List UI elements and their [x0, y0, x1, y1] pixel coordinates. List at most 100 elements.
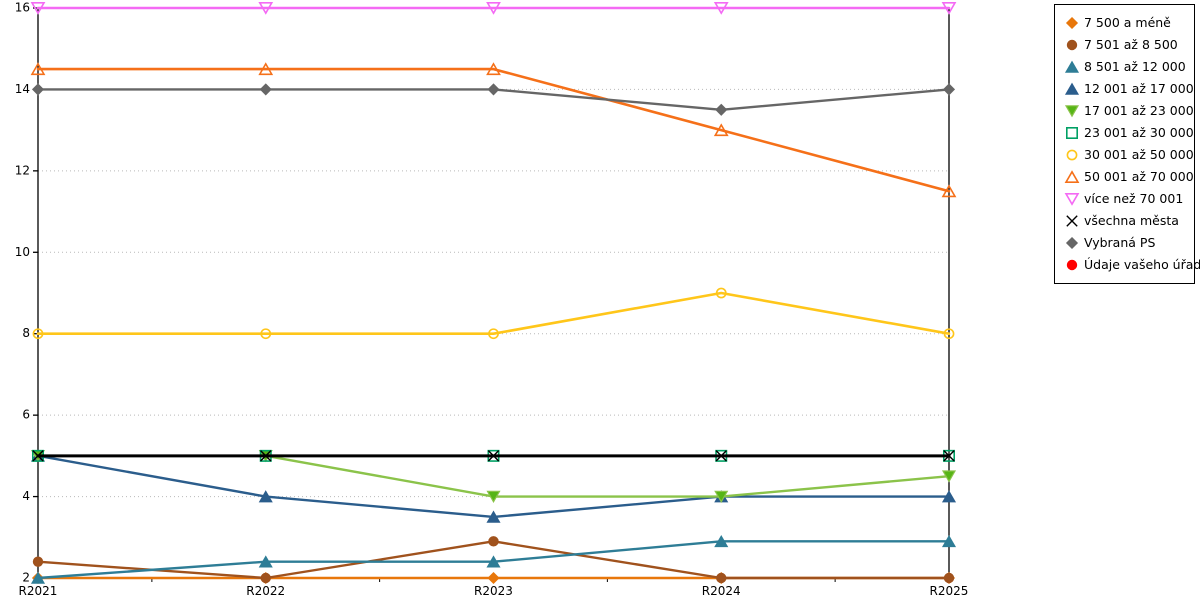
data-point-marker: [713, 1, 729, 15]
legend-swatch: [1062, 79, 1082, 99]
data-point-marker: [1064, 170, 1080, 183]
legend-swatch: [1062, 255, 1082, 275]
x-marker: [943, 450, 955, 462]
legend-marker-icon: [1064, 193, 1080, 206]
circle-marker: [488, 536, 499, 547]
data-point-marker: [30, 1, 46, 15]
legend-item[interactable]: 17 001 až 23 000: [1062, 100, 1194, 122]
data-point-marker: [1064, 82, 1080, 95]
legend-swatch: [1062, 123, 1082, 143]
x-tick-label: R2021: [19, 584, 58, 598]
circle-marker: [943, 572, 955, 584]
chart-legend: 7 500 a méně 7 501 až 8 500 8 501 až 12 00…: [1054, 4, 1200, 284]
y-tick-label: 6: [22, 408, 30, 422]
triangle-up-marker: [258, 490, 273, 503]
data-point-marker: [1066, 127, 1078, 139]
x-marker: [715, 450, 727, 462]
triangle-up-marker: [713, 123, 729, 137]
legend-item[interactable]: Údaje vašeho úřadu: [1062, 254, 1200, 276]
y-tick-label: 4: [22, 489, 30, 503]
data-point-marker: [486, 510, 501, 523]
data-point-marker: [715, 287, 727, 299]
data-point-marker: [258, 1, 274, 15]
legend-marker-icon: [1066, 39, 1078, 51]
triangle-up-marker: [486, 510, 501, 523]
legend-item-label: Vybraná PS: [1084, 234, 1156, 250]
legend-swatch: [1062, 233, 1082, 253]
circle-marker: [943, 328, 955, 340]
legend-marker-icon: [1064, 170, 1080, 183]
x-tick-label: R2022: [246, 584, 285, 598]
circle-marker: [32, 328, 44, 340]
legend-item[interactable]: 8 501 až 12 000: [1062, 56, 1188, 78]
data-point-marker: [487, 450, 500, 462]
triangle-up-marker: [1064, 170, 1080, 183]
triangle-down-marker: [941, 1, 957, 15]
diamond-marker: [715, 103, 728, 116]
data-point-marker: [941, 470, 957, 483]
legend-marker-icon: [1066, 127, 1078, 139]
legend-item[interactable]: 30 001 až 50 000: [1062, 144, 1194, 166]
legend-marker-icon: [1066, 149, 1078, 161]
data-point-marker: [487, 571, 500, 585]
data-point-marker: [259, 83, 272, 96]
data-point-marker: [487, 83, 500, 96]
legend-item[interactable]: 12 001 až 17 000: [1062, 78, 1194, 100]
x-marker: [32, 450, 44, 462]
triangle-up-marker: [714, 534, 729, 548]
data-point-marker: [1066, 259, 1078, 271]
x-tick-label: R2023: [474, 584, 513, 598]
y-tick-label: 10: [15, 245, 30, 259]
legend-marker-icon: [1064, 60, 1080, 73]
series-line: [36, 454, 951, 498]
series-8: [30, 1, 957, 15]
data-point-marker: [941, 490, 957, 503]
data-point-marker: [943, 328, 955, 340]
data-point-marker: [713, 123, 729, 137]
data-point-marker: [488, 536, 499, 547]
data-point-marker: [486, 1, 501, 15]
data-point-marker: [488, 328, 499, 340]
data-point-marker: [715, 450, 727, 462]
y-tick-label: 12: [15, 163, 30, 177]
series-1: [32, 536, 955, 584]
data-point-marker: [716, 572, 727, 584]
triangle-down-marker: [1064, 105, 1080, 118]
legend-item[interactable]: Vybraná PS: [1062, 232, 1188, 254]
triangle-up-marker: [30, 62, 46, 76]
diamond-marker: [31, 83, 45, 96]
diamond-marker: [1065, 16, 1079, 30]
data-point-marker: [32, 556, 44, 567]
legend-item[interactable]: všechna města: [1062, 210, 1188, 232]
data-point-marker: [715, 103, 728, 116]
data-point-marker: [1064, 60, 1080, 73]
legend-item[interactable]: 50 001 až 70 000: [1062, 166, 1194, 188]
data-point-marker: [258, 555, 273, 568]
data-point-marker: [260, 328, 272, 340]
triangle-up-marker: [486, 62, 501, 76]
legend-marker-icon: [1066, 259, 1078, 271]
legend-item-label: 7 501 až 8 500: [1084, 36, 1178, 52]
legend-item[interactable]: 7 500 a méně: [1062, 12, 1188, 34]
legend-swatch: [1062, 57, 1082, 77]
data-point-marker: [941, 1, 957, 15]
legend-swatch: [1062, 13, 1082, 33]
triangle-down-marker: [1064, 193, 1080, 206]
y-tick-label: 8: [22, 326, 30, 340]
triangle-up-marker: [1064, 82, 1080, 95]
triangle-up-marker: [941, 534, 957, 548]
circle-marker: [715, 287, 727, 299]
legend-item-label: více než 70 001: [1084, 190, 1184, 206]
legend-item[interactable]: 23 001 až 30 000: [1062, 122, 1194, 144]
diamond-marker: [487, 83, 500, 96]
circle-marker: [488, 328, 499, 340]
legend-item[interactable]: 7 501 až 8 500: [1062, 34, 1188, 56]
series-line: [36, 67, 951, 193]
data-point-marker: [486, 490, 501, 503]
circle-marker: [716, 572, 727, 584]
data-point-marker: [486, 62, 501, 76]
legend-item[interactable]: více než 70 001: [1062, 188, 1188, 210]
series-line: [36, 454, 951, 519]
triangle-up-marker: [258, 555, 273, 568]
